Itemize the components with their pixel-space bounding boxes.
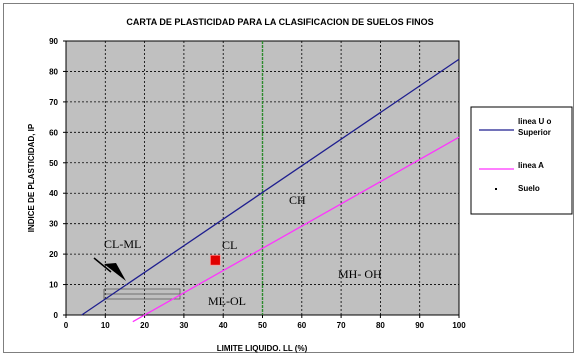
y-axis-title: INDICE DE PLASTICIDAD, IP bbox=[27, 123, 36, 232]
legend-swatch-suelo bbox=[495, 188, 497, 190]
cl-ml-zone bbox=[103, 288, 181, 300]
legend-label-suelo: Suelo bbox=[518, 184, 540, 193]
axis-ticks: 0 10 20 30 40 50 60 70 80 90 100 0 10 20 30 40 50 60 70 80 9… bbox=[49, 37, 466, 330]
data-point-suelo bbox=[209, 254, 221, 266]
x-tick-label: 40 bbox=[219, 321, 228, 330]
x-tick-label: 60 bbox=[297, 321, 306, 330]
region-label-cl: CL bbox=[222, 238, 237, 252]
series-line-1 bbox=[132, 136, 460, 323]
y-tick-label: 20 bbox=[49, 250, 58, 259]
y-tick-label: 0 bbox=[54, 311, 59, 320]
legend: linea U o Superior linea A Suelo bbox=[470, 106, 573, 215]
series-lines bbox=[81, 41, 460, 323]
chart-frame: CARTA DE PLASTICIDAD PARA LA CLASIFICACI… bbox=[3, 3, 574, 353]
x-axis-title: LIMITE LIQUIDO. LL (%) bbox=[217, 344, 308, 353]
x-tick-label: 90 bbox=[415, 321, 424, 330]
x-tick-label: 100 bbox=[452, 321, 466, 330]
legend-label-linea-a: linea A bbox=[518, 161, 544, 170]
chart-title: CARTA DE PLASTICIDAD PARA LA CLASIFICACI… bbox=[126, 17, 433, 27]
legend-label-linea-u: linea U o Superior bbox=[518, 117, 551, 137]
y-tick-label: 50 bbox=[49, 159, 58, 168]
y-tick-label: 30 bbox=[49, 220, 58, 229]
region-label-cl-ml: CL-ML bbox=[104, 237, 141, 251]
x-tick-label: 20 bbox=[140, 321, 149, 330]
region-label-ml-ol: ML-OL bbox=[208, 294, 246, 308]
x-tick-label: 50 bbox=[258, 321, 267, 330]
x-tick-label: 10 bbox=[101, 321, 110, 330]
y-tick-label: 40 bbox=[49, 189, 58, 198]
y-tick-label: 60 bbox=[49, 128, 58, 137]
cl-ml-arrow bbox=[93, 257, 126, 281]
legend-box bbox=[470, 106, 573, 215]
x-tick-label: 80 bbox=[376, 321, 385, 330]
x-tick-label: 0 bbox=[64, 321, 69, 330]
y-tick-label: 80 bbox=[49, 67, 58, 76]
y-tick-label: 10 bbox=[49, 281, 58, 290]
region-label-ch: CH bbox=[289, 193, 306, 207]
x-tick-label: 70 bbox=[337, 321, 346, 330]
y-tick-label: 70 bbox=[49, 98, 58, 107]
x-tick-label: 30 bbox=[179, 321, 188, 330]
plasticity-chart: CARTA DE PLASTICIDAD PARA LA CLASIFICACI… bbox=[27, 17, 573, 353]
y-tick-label: 90 bbox=[49, 37, 58, 46]
series-line-0 bbox=[81, 58, 460, 316]
region-label-mh-oh: MH- OH bbox=[338, 267, 382, 281]
